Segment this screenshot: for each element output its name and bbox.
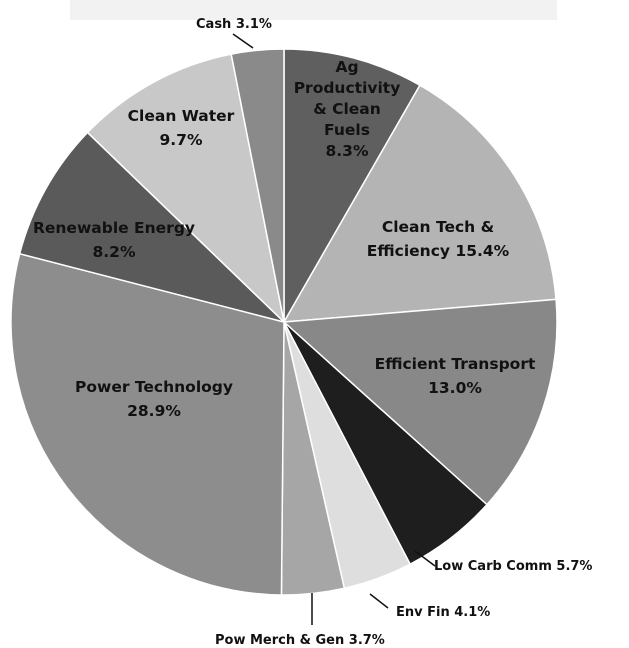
pie-slice-renewable-energy	[18, 131, 287, 324]
slice-label: Low Carb Comm 5.7%	[434, 559, 592, 574]
pie-slice-clean-tech-efficiency	[282, 84, 557, 323]
leader-line	[369, 593, 389, 609]
pie-slice-ag-productivity-clean-fuels	[283, 48, 421, 325]
slice-label: Renewable Energy 8.2%	[33, 219, 195, 261]
leader-line	[232, 33, 254, 49]
slice-label: Pow Merch & Gen 3.7%	[215, 633, 385, 648]
leader-line	[414, 550, 436, 567]
pie-slice-power-technology	[10, 252, 285, 596]
slice-label: Ag Productivity & Clean Fuels 8.3%	[294, 58, 401, 160]
pie-slice-cash	[230, 48, 285, 323]
chart-title-area	[70, 0, 557, 20]
slice-label: Cash 3.1%	[196, 17, 272, 32]
slice-label: Clean Tech & Efficiency 15.4%	[367, 218, 510, 260]
pie-slice-efficient-transport	[282, 298, 558, 506]
slice-label: Env Fin 4.1%	[396, 605, 490, 620]
pie-slice-clean-water	[86, 53, 286, 325]
slice-label: Efficient Transport 13.0%	[375, 355, 536, 397]
slice-label: Power Technology 28.9%	[75, 378, 233, 420]
slice-label: Clean Water 9.7%	[128, 107, 235, 149]
